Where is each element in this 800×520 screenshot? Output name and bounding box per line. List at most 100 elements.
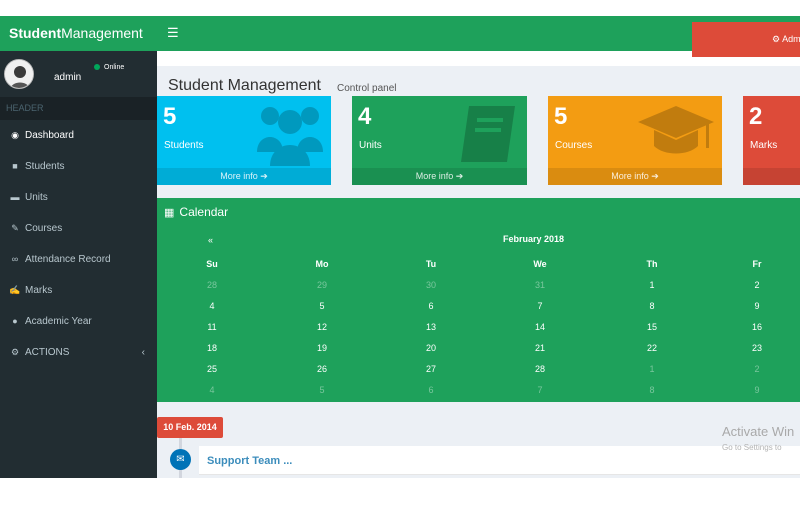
stat-label: Marks	[750, 140, 778, 151]
calendar-day[interactable]: 14	[534, 322, 545, 332]
calendar-month-label[interactable]: February 2018	[503, 234, 565, 244]
envelope-icon: ✉	[170, 449, 191, 470]
stat-label: Units	[359, 140, 382, 151]
top-navbar: ☰ ⚙ Admin	[157, 16, 800, 57]
weekday-label: Su	[206, 259, 218, 269]
bars-icon[interactable]: ☰	[167, 25, 179, 40]
calendar-day[interactable]: 28	[534, 364, 545, 374]
calendar-day[interactable]: 1	[649, 280, 655, 290]
sidebar-item-academic-year[interactable]: ● Academic Year	[0, 306, 157, 337]
calendar-day[interactable]: 20	[425, 343, 436, 353]
calendar-day[interactable]: 21	[534, 343, 545, 353]
sidebar: Online admin HEADER ◉ Dashboard ■ Students…	[0, 51, 157, 478]
windows-activation-hint: Go to Settings to	[722, 443, 782, 452]
calendar-day[interactable]: 19	[316, 343, 327, 353]
calendar-day[interactable]: 9	[754, 385, 760, 395]
more-info-link[interactable]: More info ➔	[352, 168, 527, 185]
app-logo[interactable]: StudentManagement	[0, 16, 157, 51]
calendar-day[interactable]: 8	[649, 385, 655, 395]
windows-activation-watermark: Activate Win	[722, 424, 795, 439]
timeline-date-label: 10 Feb. 2014	[157, 417, 223, 438]
calendar-day[interactable]: 9	[754, 301, 760, 311]
more-info-link[interactable]: More info ➔	[548, 168, 722, 185]
calendar-day[interactable]: 30	[425, 280, 436, 290]
calendar-week-row: 25 26 27 28 1 2	[157, 359, 800, 380]
calendar-week-row: 4 5 6 7 8 9	[157, 296, 800, 317]
sidebar-item-actions[interactable]: ⚙ ACTIONS ‹	[0, 337, 157, 368]
main-content: Student Management Control panel 5 Stude…	[157, 66, 800, 478]
calendar-day[interactable]: 6	[428, 301, 434, 311]
stat-box-students: 5 Students More info ➔	[157, 96, 331, 185]
calendar-day[interactable]: 31	[534, 280, 545, 290]
calendar-week-row: 18 19 20 21 22 23	[157, 338, 800, 359]
calendar-day[interactable]: 27	[425, 364, 436, 374]
calendar-day[interactable]: 2	[754, 364, 760, 374]
page-subtitle: Control panel	[337, 83, 397, 94]
admin-menu-button[interactable]: ⚙ Admin	[692, 22, 800, 57]
timeline-item-header[interactable]: Support Team ...	[207, 455, 293, 467]
sidebar-item-courses[interactable]: ✎ Courses	[0, 213, 157, 244]
weekday-label: Th	[646, 259, 658, 269]
pencil-icon: ✎	[11, 223, 19, 233]
calendar-day[interactable]: 4	[209, 385, 215, 395]
sidebar-item-label: Students	[25, 161, 65, 172]
logo-rest: Management	[61, 25, 143, 41]
logo-bold: Student	[9, 25, 62, 41]
more-info-link[interactable]	[743, 168, 800, 185]
calendar-prev-button[interactable]: «	[208, 235, 214, 245]
calendar-day[interactable]: 5	[319, 385, 325, 395]
book-icon	[461, 106, 515, 162]
sidebar-item-marks[interactable]: ✍ Marks	[0, 275, 157, 306]
calendar-day[interactable]: 25	[206, 364, 217, 374]
chevron-left-icon: ‹	[141, 347, 145, 358]
sidebar-item-dashboard[interactable]: ◉ Dashboard	[0, 120, 157, 151]
user-status: Online	[94, 64, 124, 71]
stat-label: Students	[164, 140, 204, 151]
calendar-day[interactable]: 1	[649, 364, 655, 374]
calendar-day[interactable]: 22	[646, 343, 657, 353]
calendar-day[interactable]: 18	[206, 343, 217, 353]
stat-value: 5	[163, 103, 177, 130]
calendar-day[interactable]: 8	[649, 301, 655, 311]
calendar-day[interactable]: 11	[207, 322, 217, 332]
stat-value: 5	[554, 103, 568, 130]
sidebar-item-label: Academic Year	[25, 316, 92, 327]
calendar-day[interactable]: 7	[537, 301, 543, 311]
stat-box-courses: 5 Courses More info ➔	[548, 96, 722, 185]
calendar-day[interactable]: 4	[209, 301, 215, 311]
calendar-day[interactable]: 28	[206, 280, 217, 290]
calendar-day[interactable]: 15	[646, 322, 657, 332]
sidebar-item-label: Units	[25, 192, 48, 203]
calendar-weekday-row: Su Mo Tu We Th Fr	[157, 254, 800, 275]
stat-label: Courses	[555, 140, 593, 151]
sidebar-header: HEADER	[0, 97, 157, 120]
calendar-day[interactable]: 2	[754, 280, 760, 290]
calendar-day[interactable]: 13	[425, 322, 436, 332]
sidebar-item-label: Marks	[25, 285, 53, 296]
sidebar-item-attendance-record[interactable]: ∞ Attendance Record	[0, 244, 157, 275]
calendar-day[interactable]: 5	[319, 301, 325, 311]
status-dot	[94, 64, 100, 71]
users-icon	[257, 107, 323, 166]
calendar-week-row: 11 12 13 14 15 16	[157, 317, 800, 338]
calendar-day[interactable]: 23	[751, 343, 762, 353]
user-icon: ●	[12, 316, 18, 326]
sidebar-item-units[interactable]: ▬ Units	[0, 182, 157, 213]
calendar-day[interactable]: 16	[751, 322, 762, 332]
calendar-day[interactable]: 6	[428, 385, 434, 395]
calendar-day[interactable]: 7	[537, 385, 543, 395]
more-info-link[interactable]: More info ➔	[157, 168, 331, 185]
sidebar-item-students[interactable]: ■ Students	[0, 151, 157, 182]
calendar-day[interactable]: 26	[316, 364, 327, 374]
users-icon: ■	[12, 161, 18, 171]
calendar-day[interactable]: 12	[316, 322, 327, 332]
calendar-day[interactable]: 29	[316, 280, 327, 290]
stat-value: 2	[749, 103, 763, 130]
stat-box-units: 4 Units More info ➔	[352, 96, 527, 185]
calendar-icon: ▦	[164, 207, 175, 219]
weekday-label: We	[533, 259, 547, 269]
sidebar-item-label: ACTIONS	[25, 347, 70, 358]
calendar-widget: ▦ Calendar « February 2018 Su Mo Tu We Th…	[157, 198, 800, 402]
calendar-week-row: 28 29 30 31 1 2	[157, 275, 800, 296]
book-icon: ▬	[10, 192, 20, 202]
